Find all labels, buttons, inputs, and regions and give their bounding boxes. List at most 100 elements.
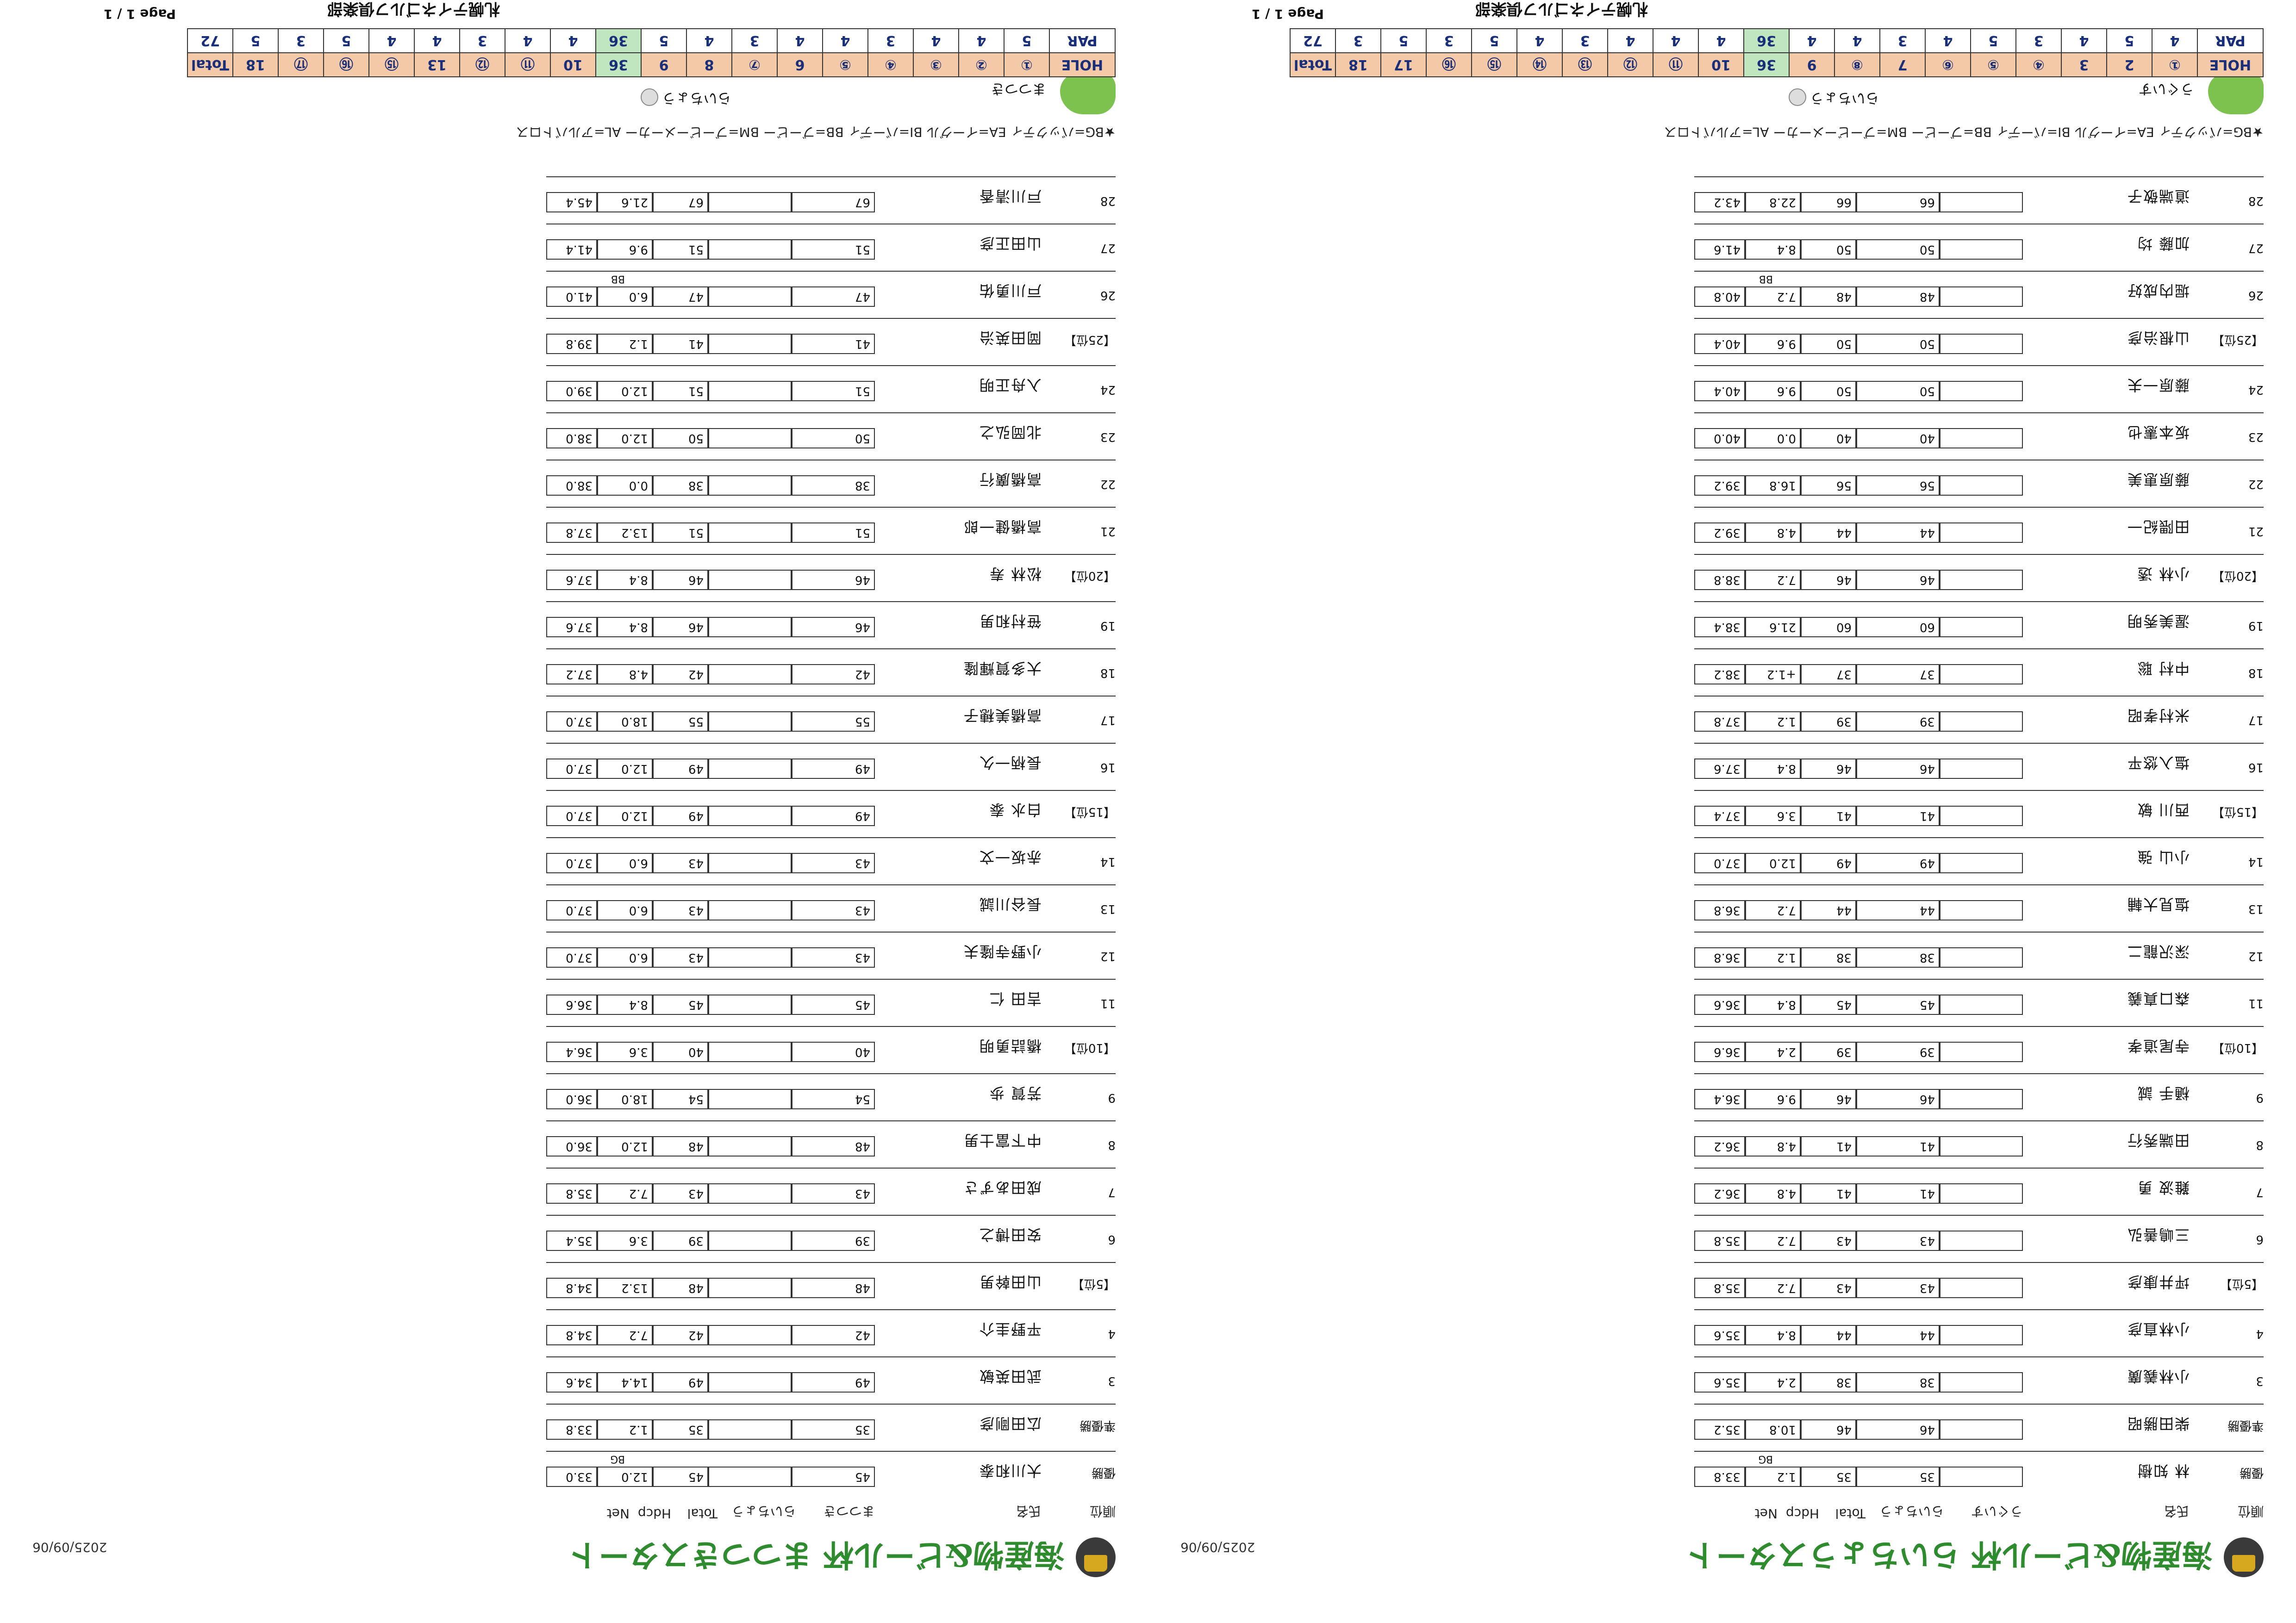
course-b-score [708,192,792,212]
rank-cell: 14 [2248,855,2264,869]
course-b-score: 46 [1856,1419,1940,1440]
rank-cell: 優勝 [1091,1466,1116,1480]
player-name: 平野圭介 [978,1320,1042,1338]
table-row: 14 小山 強 49 49 12.0 37.0 [1694,837,2264,884]
net-score: 40.4 [1694,334,1745,354]
course-b-score: 56 [1856,475,1940,496]
course-b-score: 46 [1856,570,1940,590]
rank-cell: 6 [2256,1232,2264,1246]
hole-number: ② [959,53,1004,77]
club-name: 札幌テイネゴルフ倶楽部 [327,0,500,18]
total-score: 43 [1801,1278,1856,1298]
table-row: 【20位】 松林 寿 46 46 8.4 37.6 [546,554,1116,601]
par-value: 4 [1925,29,1971,53]
total-score: 50 [1801,381,1856,401]
rank-cell: 22 [1100,477,1116,491]
rank-cell: 28 [2248,194,2264,208]
course-a-score: 51 [792,522,875,543]
course-b-score: 37 [1856,664,1940,684]
hole-number: 13 [414,53,460,77]
hole-label: HOLE [1049,53,1115,77]
course-a-score: 45 [792,1467,875,1487]
hdcp-value: 7.2 [597,1325,653,1345]
hole-number: ④ [2016,53,2061,77]
course-a-score [1940,475,2023,496]
total-score: 49 [653,759,708,779]
rank-cell: 13 [2248,902,2264,916]
course-b-score: 66 [1856,192,1940,212]
player-name: 深沢龍二 [2126,943,2190,960]
hole-number: ⑥ [1925,53,1971,77]
net-score: 37.6 [546,570,597,590]
course-b-score [708,334,792,354]
par-value: 4 [2152,29,2197,53]
col-rank: 順位 [2237,1504,2264,1519]
net-score: 37.6 [1694,759,1745,779]
rank-cell: 28 [1100,194,1116,208]
page-number: Page 1 / 1 [103,6,176,22]
table-row: 28 戸川清香 67 67 21.6 45.4 [546,176,1116,224]
award-tag: BB [611,273,625,285]
col-total: Total [1835,1506,1866,1521]
rank-cell: 16 [2248,760,2264,774]
total-score: 39 [1801,1042,1856,1062]
rank-cell: 14 [1100,855,1116,869]
page-title-text: 海産物&ビール杯 まつつきスタート [568,1537,1065,1573]
course-b-score [708,1325,792,1345]
net-score: 35.8 [1694,1278,1745,1298]
rank-cell: 【5位】 [2220,1277,2264,1291]
net-score: 36.4 [546,1042,597,1062]
net-score: 39.0 [546,381,597,401]
net-score: 34.8 [546,1278,597,1298]
net-score: 33.0 [546,1467,597,1487]
net-score: 36.0 [546,1089,597,1109]
par-value: 4 [1698,29,1744,53]
hole-number: ⑬ [1562,53,1608,77]
player-name: 三嶋善弘 [2126,1226,2190,1244]
course-a-score [1940,1089,2023,1109]
hdcp-value: 8.4 [597,995,653,1015]
player-name: 柴田勝昭 [2126,1415,2190,1432]
player-name: 山田正彦 [978,235,1042,252]
rank-cell: 【5位】 [1072,1277,1116,1291]
total-score: 48 [653,1136,708,1157]
net-score: 34.6 [546,1372,597,1393]
par-value: 36 [596,29,641,53]
hdcp-value: 12.0 [597,1136,653,1157]
net-score: 37.0 [546,853,597,873]
col-course-b: らいちょう [731,1504,796,1519]
course-a-score: 35 [792,1419,875,1440]
course-a-score [1940,286,2023,307]
par-value: 4 [777,29,823,53]
trophy-bell-icon [1076,1537,1116,1577]
par-value: 4 [1834,29,1880,53]
course-b-score [708,1372,792,1393]
net-score: 36.6 [1694,1042,1745,1062]
golf-ball-icon [641,88,658,106]
total-score: 48 [653,1278,708,1298]
player-name: 樋手 誠 [2136,1084,2190,1102]
table-row: 【10位】 寺尾道孝 39 39 2.4 36.6 [1694,1026,2264,1073]
total-score: 45 [653,995,708,1015]
course-a-score: 46 [792,617,875,637]
total-score: 38 [653,475,708,496]
player-name: 道端敬子 [2126,187,2190,205]
page-title: 海産物&ビール杯 まつつきスタート [568,1535,1116,1579]
hdcp-value: 8.4 [1745,1325,1801,1345]
rank-cell: 準優勝 [2227,1418,2264,1432]
course-a-score: 47 [792,286,875,307]
table-row: 優勝 大川和泰 45 45 12.0 33.0 BG [546,1451,1116,1498]
course-a-score [1940,1042,2023,1062]
player-name: 橋詰勇明 [978,1037,1042,1055]
award-tag: BG [610,1453,625,1465]
course-a-score [1940,334,2023,354]
table-row: 24 入舟正明 51 51 12.0 39.0 [546,365,1116,412]
rank-cell: 27 [1100,241,1116,255]
player-name: 坪井康彦 [2126,1273,2190,1291]
course-b-score [708,995,792,1015]
table-row: 27 加藤 均 50 50 8.4 41.6 [1694,224,2264,271]
net-score: 33.8 [1694,1467,1745,1487]
player-name: 林 知樹 [2136,1462,2190,1480]
page-title-text: 海産物&ビール杯 らいちょうスタート [1685,1537,2213,1573]
total-score: 45 [1801,995,1856,1015]
